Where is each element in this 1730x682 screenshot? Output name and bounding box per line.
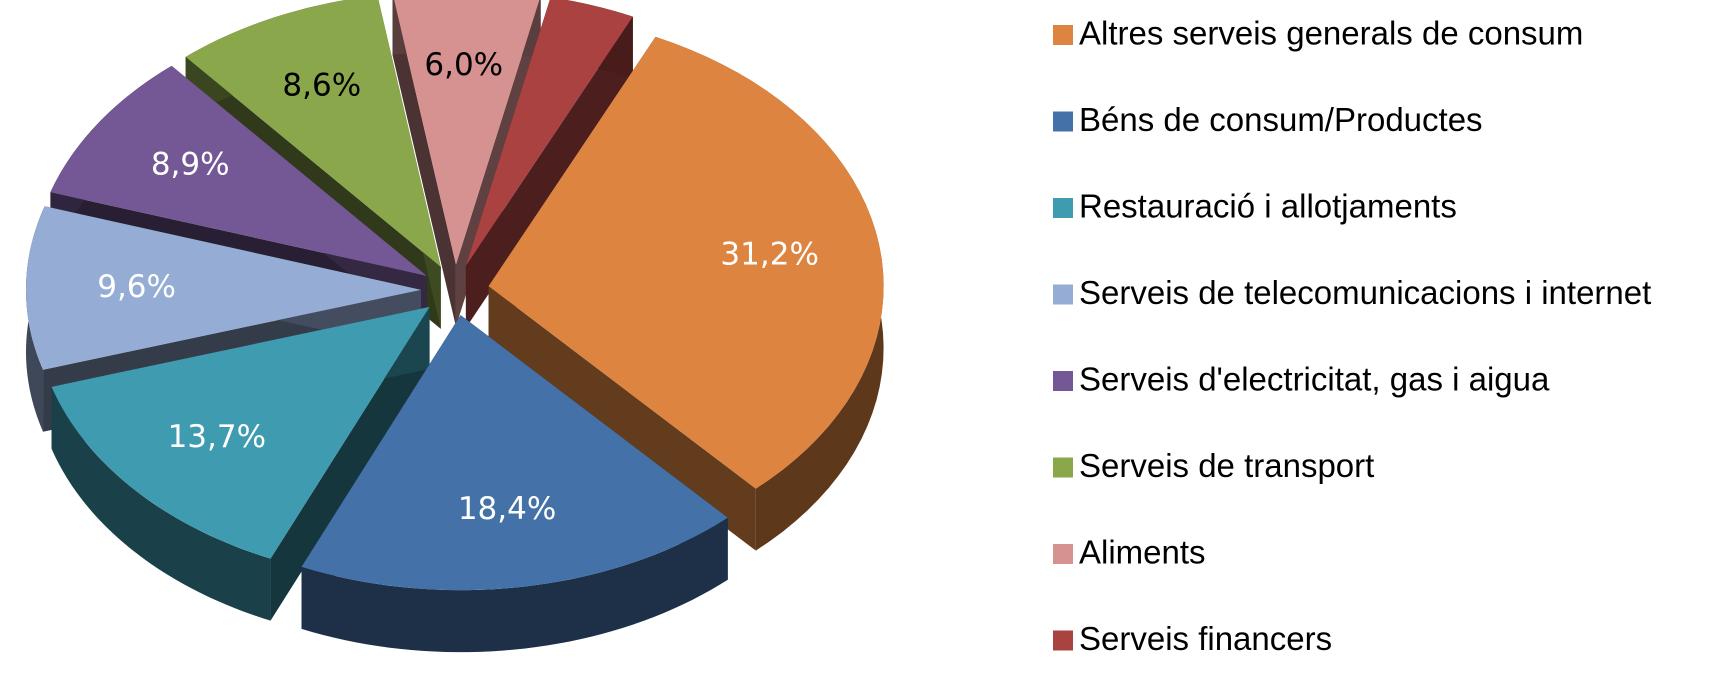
pie-slice — [51, 306, 430, 621]
pie-slice — [465, 0, 633, 328]
legend-swatch — [1053, 630, 1073, 651]
legend-label: Serveis de transport — [1079, 447, 1374, 484]
data-label: 6,0% — [424, 47, 503, 83]
legend-label: Serveis de telecomunicacions i internet — [1079, 274, 1651, 311]
data-label: 9,6% — [97, 269, 176, 305]
slice-top — [465, 0, 633, 266]
legend-label: Béns de consum/Productes — [1079, 101, 1483, 138]
data-label: 8,9% — [151, 146, 230, 182]
legend-label: Serveis financers — [1079, 620, 1332, 657]
legend-swatch — [1053, 111, 1073, 132]
legend-swatch — [1053, 544, 1073, 564]
slice-side — [488, 286, 756, 551]
slice-side — [465, 16, 633, 328]
slice-top — [394, 0, 540, 265]
legend-swatch — [1053, 284, 1073, 305]
data-label: 13,7% — [168, 419, 266, 455]
legend-label: Restauració i allotjaments — [1079, 188, 1457, 225]
legend-swatch — [1053, 25, 1073, 45]
legend-swatch — [1053, 198, 1073, 218]
slice-top — [301, 315, 728, 591]
legend-label: Aliments — [1079, 534, 1206, 571]
data-label: 8,6% — [282, 67, 361, 103]
pie-slice — [488, 36, 884, 551]
slice-top — [50, 65, 427, 276]
legend-swatch — [1053, 371, 1073, 391]
slice-edge — [51, 386, 271, 621]
slice-side — [270, 306, 430, 621]
data-label: 18,4% — [458, 491, 556, 527]
slice-top — [51, 306, 430, 559]
slice-top — [488, 36, 884, 489]
slice-edge — [301, 517, 728, 653]
pie-slice — [301, 315, 728, 653]
legend-label: Altres serveis generals de consum — [1079, 15, 1583, 52]
data-label: 31,2% — [720, 236, 818, 272]
slice-top — [185, 0, 441, 267]
slice-side — [392, 0, 456, 327]
slice-top — [26, 206, 422, 370]
legend-label: Serveis d'electricitat, gas i aigua — [1079, 361, 1550, 398]
legend-swatch — [1053, 457, 1073, 478]
